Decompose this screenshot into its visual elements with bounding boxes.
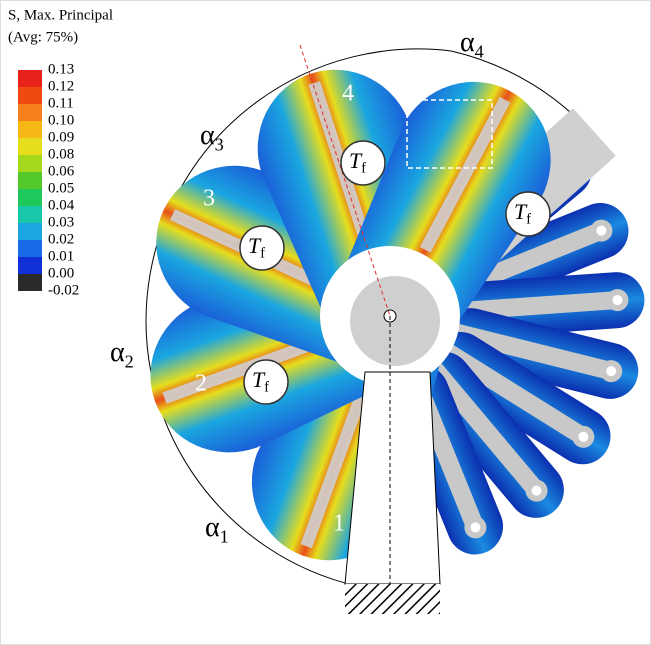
segment-number: 1 <box>333 511 345 537</box>
angle-label: α3 <box>200 120 224 154</box>
base-hatch <box>345 584 440 614</box>
angle-label: α1 <box>205 512 229 546</box>
legend-title: S, Max. Principal <box>8 7 113 23</box>
torque-label-sub: f <box>260 246 265 262</box>
angle-label-sub: 3 <box>215 135 224 155</box>
colorbar-label: 0.06 <box>48 163 75 179</box>
colorbar-label: 0.11 <box>48 95 74 111</box>
colorbar-label: 0.00 <box>48 265 74 281</box>
colorbar-band <box>18 172 42 189</box>
colorbar-band <box>18 274 42 291</box>
colorbar-band <box>18 257 42 274</box>
colorbar-label: -0.02 <box>48 282 79 298</box>
hub-ring <box>350 276 440 366</box>
colorbar-band <box>18 121 42 138</box>
colorbar-band <box>18 206 42 223</box>
angle-label-sub: 1 <box>220 527 229 547</box>
colorbar-label: 0.10 <box>48 112 74 128</box>
angle-label-symbol: α <box>460 27 475 58</box>
angle-label-sub: 2 <box>125 352 134 372</box>
colorbar-label: 0.04 <box>48 197 75 213</box>
torque-label-sub: f <box>361 161 366 177</box>
colorbar-band <box>18 240 42 257</box>
colorbar-label: 0.12 <box>48 78 74 94</box>
angle-label-symbol: α <box>200 120 215 151</box>
colorbar-band <box>18 104 42 121</box>
segment-number: 4 <box>342 81 354 107</box>
colorbar-band <box>18 155 42 172</box>
segment-number: 3 <box>203 186 215 212</box>
page: {"legend": {"title": ["S, Max. Principal… <box>0 0 651 645</box>
colorbar-band <box>18 138 42 155</box>
torque-label-sub: f <box>526 212 531 228</box>
colorbar-band <box>18 189 42 206</box>
colorbar-label: 0.13 <box>48 61 74 77</box>
angle-label-sub: 4 <box>475 42 484 62</box>
colorbar-label: 0.02 <box>48 231 74 247</box>
angle-label-symbol: α <box>205 512 220 543</box>
colorbar-label: 0.05 <box>48 180 74 196</box>
angle-label: α4 <box>460 27 484 61</box>
figure: S, Max. Principal(Avg: 75%)0.130.120.110… <box>0 0 651 645</box>
colorbar-band <box>18 70 42 87</box>
colorbar-label: 0.03 <box>48 214 74 230</box>
segment-number: 2 <box>195 371 207 397</box>
colorbar-band <box>18 223 42 240</box>
angle-label-symbol: α <box>110 337 125 368</box>
legend-title: (Avg: 75%) <box>8 29 78 45</box>
colorbar-band <box>18 87 42 104</box>
colorbar-label: 0.08 <box>48 146 74 162</box>
torque-label-sub: f <box>264 380 269 396</box>
angle-label: α2 <box>110 337 134 371</box>
colorbar-label: 0.09 <box>48 129 74 145</box>
colorbar-label: 0.01 <box>48 248 74 264</box>
